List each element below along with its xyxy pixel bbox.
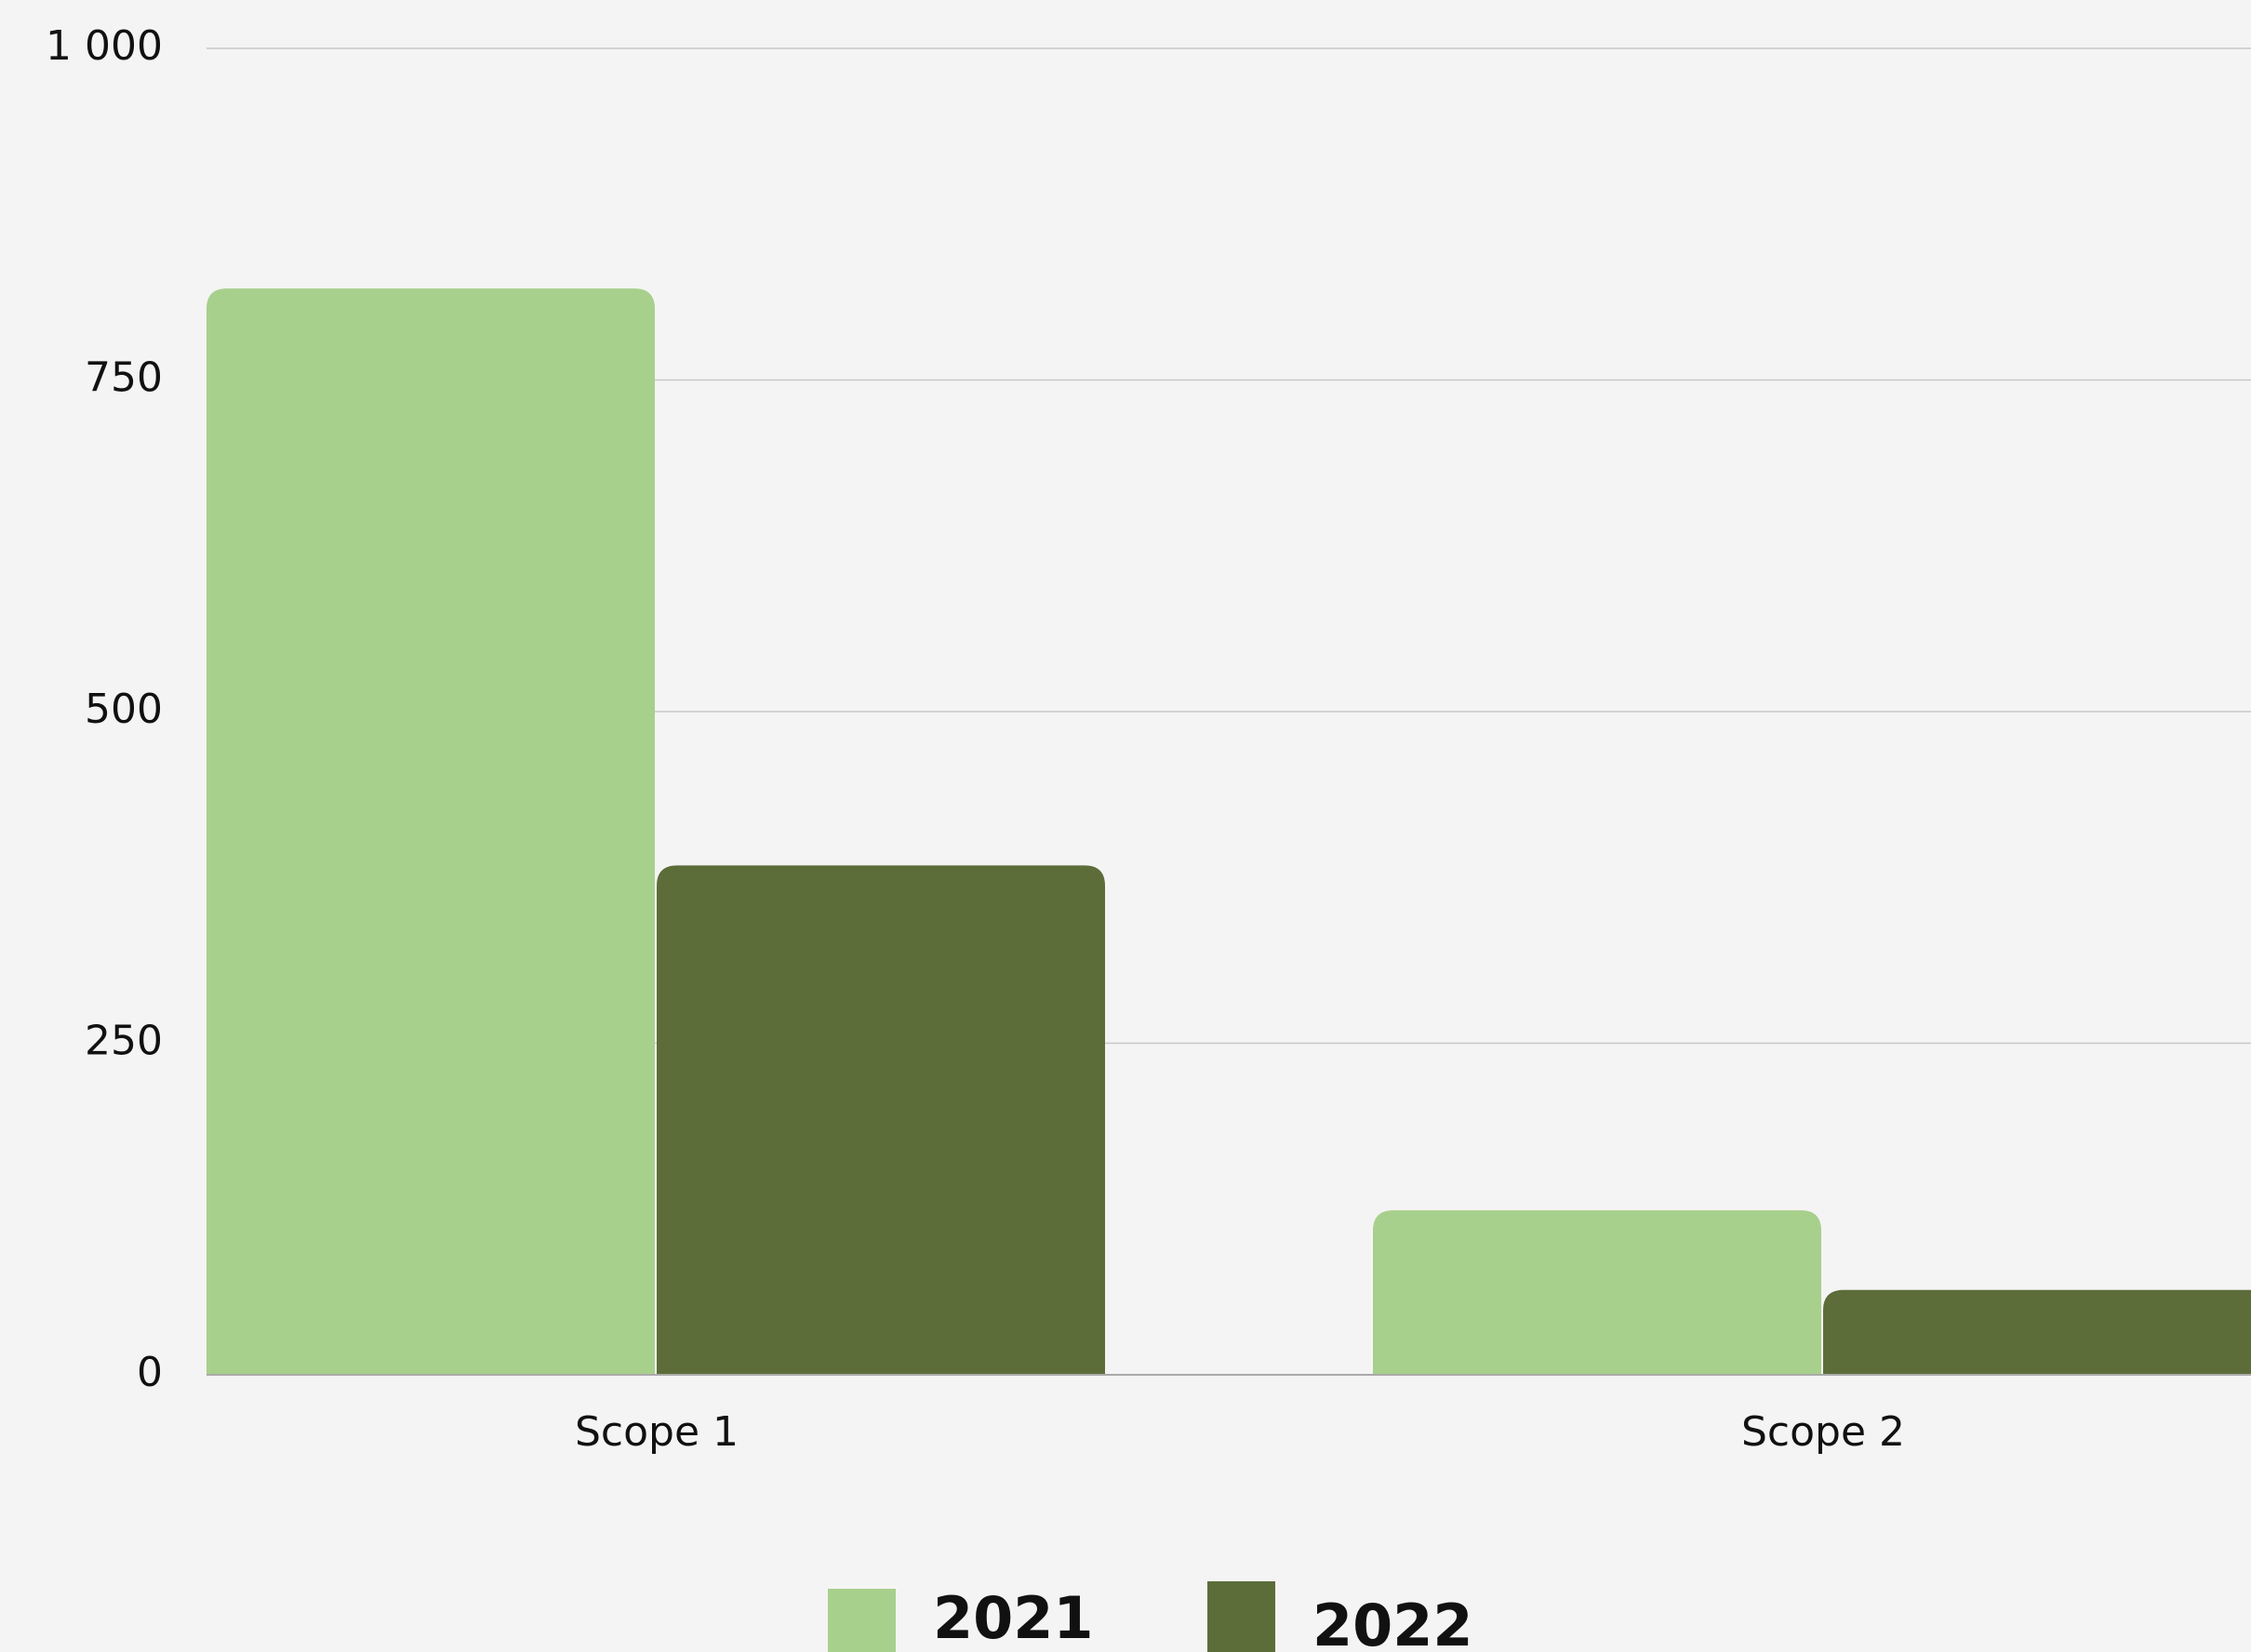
y-tick-label: 750 <box>85 354 163 402</box>
legend-label: 2021 <box>933 1584 1094 1652</box>
legend-swatch <box>828 1589 896 1652</box>
y-tick-label: 500 <box>85 686 163 733</box>
bar <box>1373 1210 1821 1375</box>
bar <box>1823 1289 2251 1375</box>
legend-swatch <box>1207 1581 1275 1652</box>
y-tick-label: 0 <box>137 1349 163 1396</box>
bar <box>657 865 1105 1375</box>
x-tick-label: Scope 1 <box>575 1408 739 1456</box>
y-tick-label: 1 000 <box>46 22 163 70</box>
bar <box>206 288 655 1376</box>
x-tick-label: Scope 2 <box>1741 1408 1905 1456</box>
y-tick-label: 250 <box>85 1018 163 1065</box>
legend-label: 2022 <box>1312 1592 1473 1652</box>
